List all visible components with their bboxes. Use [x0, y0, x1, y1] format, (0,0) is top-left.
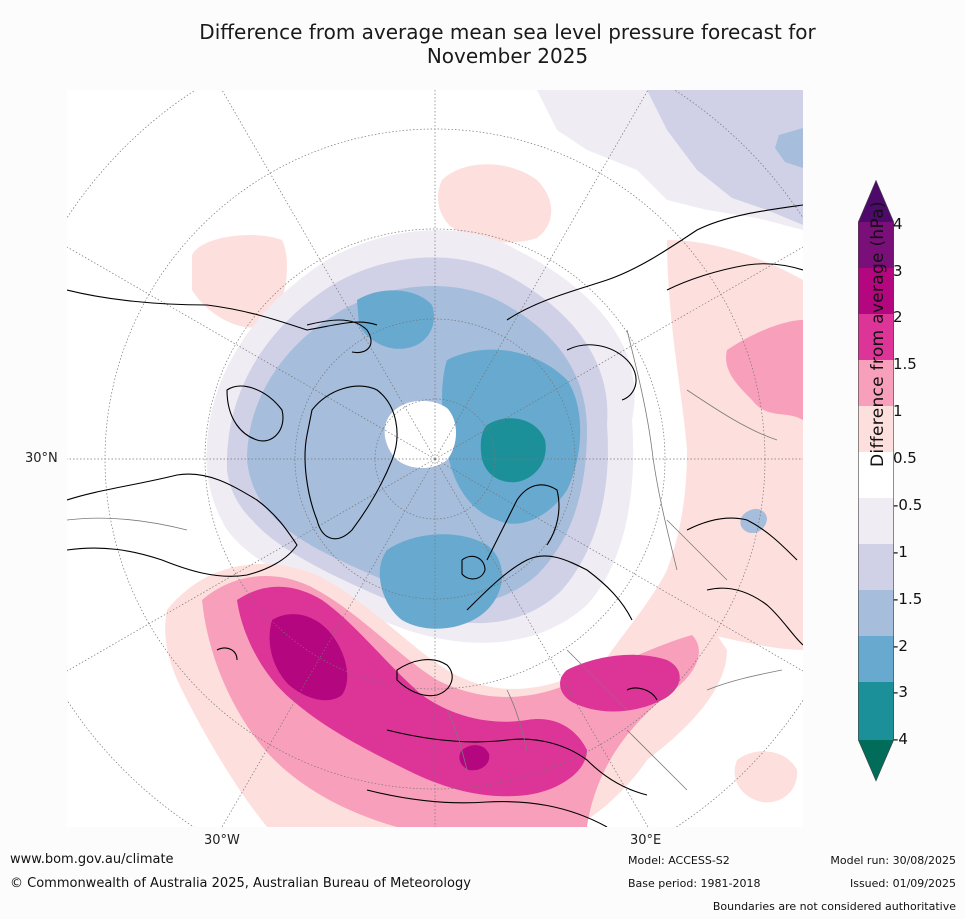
colorbar-svg [858, 179, 894, 782]
model-run-date: Model run: 30/08/2025 [830, 854, 956, 867]
colorbar-tick: -3 [893, 683, 908, 701]
colorbar-tick: 1.5 [893, 355, 917, 373]
lon-label-30e: 30°E [630, 833, 662, 848]
colorbar-band-above-4 [858, 180, 894, 222]
website-link[interactable]: www.bom.gov.au/climate [10, 852, 174, 867]
title-line-1: Difference from average mean sea level p… [199, 20, 816, 44]
anomaly-pos-mediterranean [459, 745, 490, 771]
colorbar-band-1-1.5 [858, 360, 894, 406]
colorbar-band-below-neg4 [858, 740, 894, 781]
colorbar-band-neg1.5-neg2 [858, 590, 894, 636]
anomaly-neg-core [480, 418, 546, 483]
coastlines [67, 204, 803, 827]
graticule [67, 90, 803, 827]
copyright-text: © Commonwealth of Australia 2025, Austra… [10, 876, 471, 891]
anomaly-pos-se [734, 751, 798, 803]
colorbar-band-3-4 [858, 222, 894, 268]
colorbar-tick: 0.5 [893, 449, 917, 467]
model-name: Model: ACCESS-S2 [628, 854, 730, 867]
colorbar-band-neg2-neg3 [858, 636, 894, 682]
colorbar-tick: -0.5 [893, 496, 923, 514]
colorbar-tick: 3 [893, 262, 903, 280]
colorbar-tick: 2 [893, 308, 903, 326]
anomaly-pos-atlantic-core [269, 614, 348, 701]
colorbar [858, 179, 894, 782]
anomaly-pos-eurasia-mid [726, 320, 803, 420]
issued-date: Issued: 01/09/2025 [849, 877, 956, 890]
colorbar-band-0.5-1 [858, 406, 894, 452]
anomaly-pole-near-zero [384, 400, 456, 469]
anomaly-neg-ne-dark [775, 128, 803, 168]
anomaly-pos-pacific [437, 164, 552, 243]
colorbar-tick: -1 [893, 543, 908, 561]
map-canvas [67, 90, 803, 827]
colorbar-band-neg3-neg4 [858, 682, 894, 740]
anomaly-pos-east-mid [560, 654, 680, 712]
base-period: Base period: 1981-2018 [628, 877, 761, 890]
colorbar-band-2-3 [858, 268, 894, 314]
chart-title: Difference from average mean sea level p… [90, 20, 925, 68]
colorbar-tick: -1.5 [893, 590, 923, 608]
pressure-anomaly-map [67, 90, 803, 827]
colorbar-tick: -4 [893, 730, 908, 748]
colorbar-band-1.5-2 [858, 314, 894, 360]
colorbar-band-neg1-neg1.5 [858, 544, 894, 590]
anomaly-neg-siberia [357, 290, 435, 349]
anomaly-pos-nw [192, 235, 287, 328]
colorbar-band-neg0.5-neg1 [858, 498, 894, 544]
lon-label-30w: 30°W [204, 833, 240, 848]
country-borders [67, 329, 783, 791]
colorbar-tick: 4 [893, 215, 903, 233]
colorbar-tick: -2 [893, 637, 908, 655]
colorbar-band-neutral [858, 452, 894, 498]
boundaries-disclaimer: Boundaries are not considered authoritat… [712, 900, 956, 913]
anomaly-neg-ne-mid [647, 90, 803, 225]
colorbar-title: Difference from average (hPa) [868, 201, 888, 467]
title-line-2: November 2025 [426, 44, 589, 68]
lat-label-30n: 30°N [25, 451, 58, 466]
colorbar-tick: 1 [893, 402, 903, 420]
